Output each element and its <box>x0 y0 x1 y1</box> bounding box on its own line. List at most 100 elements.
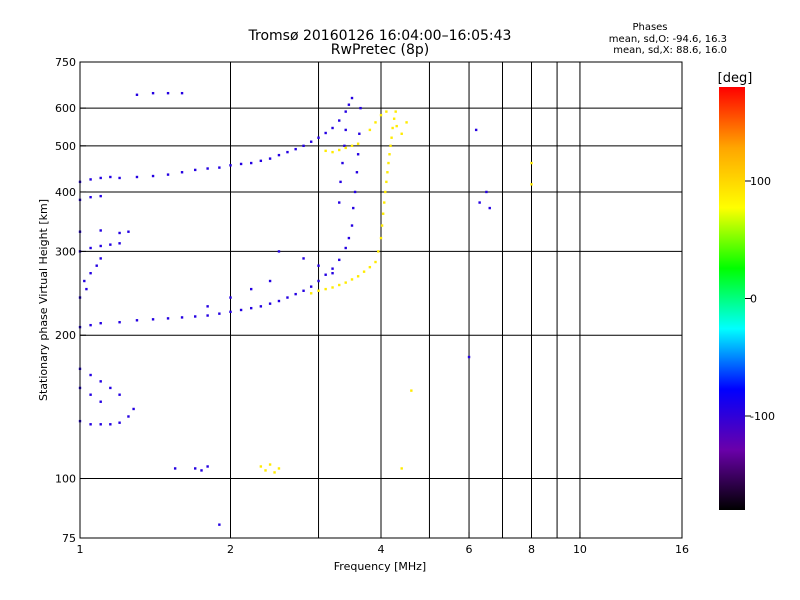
data-point <box>286 296 289 299</box>
data-point <box>268 279 272 283</box>
data-point <box>99 257 102 260</box>
data-point <box>478 201 481 204</box>
data-point <box>264 469 267 472</box>
data-point <box>180 171 184 174</box>
y-axis-label: Stationary phase Virtual Height [km] <box>37 199 50 401</box>
data-point <box>355 171 359 174</box>
colorbar <box>719 87 745 510</box>
data-point <box>331 267 334 270</box>
data-point <box>135 93 139 96</box>
data-point <box>99 400 102 403</box>
data-point <box>268 463 272 466</box>
data-point <box>380 224 384 227</box>
data-point <box>338 258 341 262</box>
data-point <box>99 380 102 383</box>
data-point <box>89 373 92 377</box>
data-point <box>218 312 221 315</box>
data-point <box>286 150 289 154</box>
data-point <box>99 229 102 232</box>
data-point <box>324 273 327 276</box>
x-tick-label: 4 <box>378 543 385 556</box>
data-point <box>135 319 139 322</box>
data-point <box>259 465 263 468</box>
data-point <box>317 264 320 267</box>
data-point <box>135 175 139 179</box>
stats-x-mode: mean, sd,X: 88.6, 16.0 <box>613 45 727 56</box>
data-point <box>356 142 360 145</box>
data-point <box>277 250 281 253</box>
data-point <box>194 168 197 172</box>
y-tick-label: 750 <box>55 56 76 69</box>
data-point <box>166 317 170 320</box>
chart-subtitle: RwPretec (8p) <box>331 42 429 58</box>
data-point <box>302 144 305 148</box>
x-tick-label: 2 <box>227 543 234 556</box>
data-point <box>368 128 372 132</box>
data-point <box>277 153 281 157</box>
colorbar-label: [deg] <box>718 71 753 86</box>
data-point <box>194 467 197 470</box>
data-point <box>474 128 478 132</box>
y-tick-label: 100 <box>55 473 76 486</box>
data-point <box>206 314 209 317</box>
y-tick-label: 75 <box>62 532 76 545</box>
data-point <box>386 171 389 174</box>
data-point <box>374 121 377 124</box>
data-point <box>343 144 346 148</box>
data-point <box>302 257 305 260</box>
data-point <box>99 423 102 426</box>
data-point <box>89 323 92 327</box>
data-point <box>387 161 390 165</box>
data-point <box>229 164 232 167</box>
data-point <box>338 148 341 152</box>
data-point <box>309 140 313 143</box>
data-point <box>368 265 372 269</box>
data-point <box>358 132 361 135</box>
data-point <box>99 194 102 198</box>
data-point <box>338 119 341 122</box>
data-point <box>331 150 334 154</box>
data-point <box>344 128 347 132</box>
x-tick-label: 1 <box>77 543 84 556</box>
y-tick-label: 600 <box>55 102 76 115</box>
data-point <box>118 321 121 324</box>
data-point <box>347 103 351 106</box>
data-point <box>83 279 86 283</box>
data-point <box>350 96 354 100</box>
data-point <box>277 299 281 303</box>
data-point <box>89 423 92 426</box>
data-point <box>377 250 380 253</box>
chart-title: Tromsø 20160126 16:04:00–16:05:43 <box>248 28 512 44</box>
data-point <box>485 190 488 194</box>
data-point <box>89 195 92 199</box>
data-point <box>239 308 243 312</box>
data-point <box>400 467 403 470</box>
data-point <box>385 180 388 184</box>
data-point <box>99 321 102 325</box>
data-point <box>99 176 102 180</box>
data-point <box>400 132 403 135</box>
data-point <box>109 423 112 426</box>
data-point <box>218 166 221 169</box>
data-point <box>151 174 155 178</box>
data-point <box>359 106 362 110</box>
data-point <box>259 159 263 163</box>
data-point <box>331 126 334 130</box>
data-point <box>344 246 347 250</box>
data-point <box>344 146 347 150</box>
data-point <box>324 131 327 135</box>
data-point <box>405 121 408 124</box>
data-point <box>218 523 221 526</box>
data-point <box>331 286 334 289</box>
data-point <box>344 110 347 113</box>
x-tick-label: 6 <box>466 543 473 556</box>
data-point <box>273 471 276 474</box>
data-point <box>89 246 92 250</box>
data-point <box>339 180 342 184</box>
data-point <box>239 162 243 166</box>
data-point <box>132 407 135 411</box>
data-point <box>249 287 253 291</box>
data-point <box>259 305 263 308</box>
plot-grid <box>80 62 682 538</box>
data-point <box>127 230 130 233</box>
